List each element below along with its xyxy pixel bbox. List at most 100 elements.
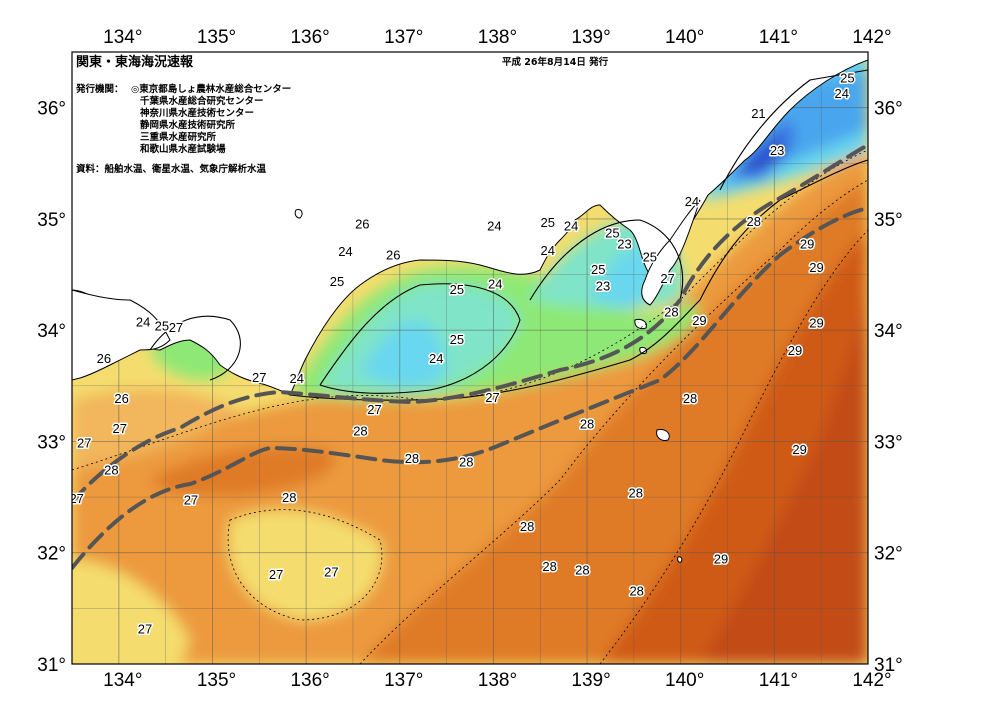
- isotherm-label: 26: [114, 391, 128, 406]
- isotherm-label: 26: [97, 351, 111, 366]
- isotherm-label: 25: [540, 215, 554, 230]
- latitude-tick-label: 33°: [37, 432, 66, 453]
- isotherm-label: 28: [629, 486, 643, 501]
- isotherm-label: 27: [169, 320, 183, 335]
- map-frame: [71, 51, 869, 665]
- isotherm-label: 24: [835, 86, 849, 101]
- isotherm-label: 27: [69, 491, 83, 506]
- isotherm-label: 27: [138, 621, 152, 636]
- isotherm-label: 29: [792, 442, 806, 457]
- isotherm-label: 28: [353, 423, 367, 438]
- isotherm-label: 23: [770, 143, 784, 158]
- isotherm-label: 25: [450, 332, 464, 347]
- isotherm-label: 28: [459, 454, 473, 469]
- longitude-ticks-top: 134° 135° 136° 137° 138° 139° 140° 141° 142°: [103, 27, 891, 48]
- isotherm-label: 27: [77, 436, 91, 451]
- longitude-tick-label: 138°: [478, 27, 517, 48]
- longitude-tick-label: 134°: [103, 27, 142, 48]
- isotherm-label: 29: [800, 236, 814, 251]
- longitude-tick-label: 136°: [290, 27, 329, 48]
- longitude-tick-label: 135°: [197, 27, 236, 48]
- isotherm-label: 28: [405, 451, 419, 466]
- issuer-label: 発行機関：: [75, 83, 124, 95]
- isotherm-label: 25: [155, 319, 169, 334]
- latitude-tick-label: 33°: [874, 432, 903, 453]
- isotherm-label: 27: [367, 402, 381, 417]
- isotherm-label: 24: [136, 314, 150, 329]
- longitude-tick-label: 140°: [665, 27, 704, 48]
- isotherm-label: 23: [617, 236, 631, 251]
- header: 関東・東海海況速報 平成 26年8月14日 発行 発行機関： ◎東京都島しょ農林…: [75, 54, 609, 175]
- longitude-tick-label: 142°: [852, 27, 891, 48]
- longitude-tick-label: 139°: [571, 670, 610, 691]
- isotherm-label: 25: [330, 274, 344, 289]
- isotherms-dotted: [72, 149, 868, 664]
- latitude-tick-label: 31°: [37, 655, 66, 676]
- isotherm-label: 27: [113, 421, 127, 436]
- map-title: 関東・東海海況速報: [76, 54, 194, 70]
- latitude-tick-label: 36°: [874, 99, 903, 120]
- longitude-tick-label: 136°: [290, 670, 329, 691]
- issuer-3: 神奈川県水産技術センター: [140, 107, 254, 119]
- isotherm-label: 29: [788, 343, 802, 358]
- longitude-tick-label: 139°: [571, 27, 610, 48]
- isotherm-label: 28: [542, 559, 556, 574]
- isotherm-label: 29: [692, 313, 706, 328]
- longitude-ticks-bottom: 134° 135° 136° 137° 138° 139° 140° 141° 142°: [103, 670, 891, 691]
- isotherm-label: 24: [564, 219, 578, 234]
- isotherm-label: 27: [269, 567, 283, 582]
- isotherm-label: 24: [685, 194, 699, 209]
- isotherm-label: 28: [664, 304, 678, 319]
- isotherm-label: 23: [596, 279, 610, 294]
- longitude-tick-label: 141°: [759, 27, 798, 48]
- latitude-tick-label: 34°: [37, 321, 66, 342]
- issuer-4: 静岡県水産技術研究所: [140, 119, 236, 131]
- longitude-tick-label: 141°: [759, 670, 798, 691]
- longitude-tick-label: 134°: [103, 670, 142, 691]
- latitude-ticks-left: 31° 32° 33° 34° 35° 36°: [37, 99, 66, 676]
- isotherm-label: 27: [252, 370, 266, 385]
- isotherm-label: 26: [355, 216, 369, 231]
- isotherm-label: 24: [540, 243, 554, 258]
- latitude-tick-label: 35°: [37, 210, 66, 231]
- isotherm-label: 29: [714, 551, 728, 566]
- issuer-1: ◎東京都島しょ農林水産総合センター: [131, 83, 291, 95]
- isotherm-label: 28: [629, 584, 643, 599]
- longitude-tick-label: 135°: [197, 670, 236, 691]
- latitude-ticks-right: 31° 32° 33° 34° 35° 36°: [874, 99, 903, 676]
- isotherm-label: 27: [485, 390, 499, 405]
- isotherm-label: 27: [660, 271, 674, 286]
- issuer-5: 三重県水産研究所: [140, 131, 217, 143]
- isotherm-label: 27: [324, 565, 338, 580]
- longitude-tick-label: 142°: [852, 670, 891, 691]
- longitude-tick-label: 137°: [384, 27, 423, 48]
- data-source: 資料：船舶水温、衛星水温、気象庁解析水温: [76, 163, 267, 175]
- latitude-tick-label: 34°: [874, 321, 903, 342]
- isotherm-label: 29: [809, 315, 823, 330]
- land-mass: [72, 52, 868, 563]
- longitude-tick-label: 137°: [384, 670, 423, 691]
- isotherm-label: 25: [840, 71, 854, 86]
- isotherm-label: 28: [747, 214, 761, 229]
- longitude-tick-label: 140°: [665, 670, 704, 691]
- isotherm-label: 25: [591, 262, 605, 277]
- latitude-tick-label: 31°: [874, 655, 903, 676]
- isotherm-label: 21: [751, 106, 765, 121]
- isotherm-label: 28: [580, 417, 594, 432]
- isotherm-label: 28: [104, 462, 118, 477]
- kuroshio-axis: [72, 143, 868, 570]
- isotherm-label: 28: [575, 562, 589, 577]
- latitude-tick-label: 32°: [874, 544, 903, 565]
- isotherm-label: 24: [338, 244, 352, 259]
- latitude-tick-label: 36°: [37, 99, 66, 120]
- isotherm-label: 24: [488, 276, 502, 291]
- isotherm-label: 25: [605, 225, 619, 240]
- latitude-tick-label: 32°: [37, 544, 66, 565]
- isotherm-label: 26: [386, 248, 400, 263]
- isotherm-label: 28: [520, 519, 534, 534]
- issue-date: 平成 26年8月14日 発行: [502, 56, 609, 68]
- isotherm-label: 28: [683, 391, 697, 406]
